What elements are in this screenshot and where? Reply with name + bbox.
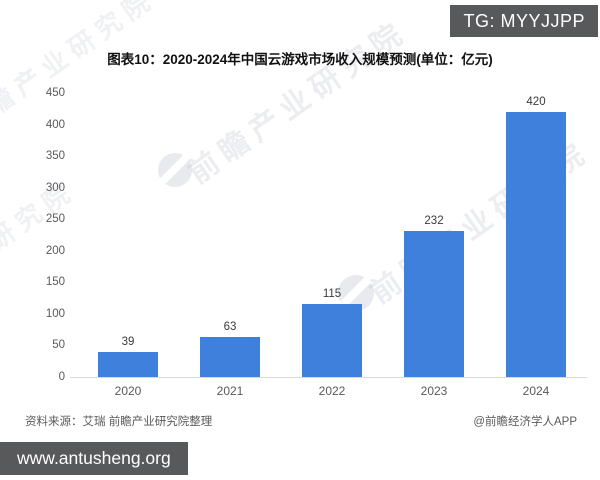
- bar-value-label: 115: [322, 288, 342, 300]
- x-tick-label: 2021: [216, 384, 244, 398]
- y-tick-label: 0: [58, 371, 65, 383]
- bar-slot: 420: [485, 96, 587, 377]
- y-tick-label: 100: [45, 307, 65, 320]
- bar-2024: [506, 112, 566, 377]
- y-tick-label: 300: [45, 181, 65, 194]
- x-tick-label: 2023: [420, 384, 448, 398]
- bar-2020: [98, 352, 158, 377]
- x-axis-labels: 2020 2021 2022 2023 2024: [77, 384, 587, 398]
- bar-value-label: 420: [526, 96, 546, 108]
- bar-value-label: 39: [121, 336, 135, 348]
- bar-value-label: 232: [424, 215, 444, 227]
- y-tick-label: 450: [45, 87, 65, 99]
- y-tick-label: 200: [45, 244, 65, 257]
- bar-2022: [302, 304, 362, 377]
- bar-value-label: 63: [223, 321, 237, 333]
- bar-slot: 39: [77, 336, 179, 377]
- telegram-badge-label: TG: MYYJJPP: [463, 10, 585, 31]
- y-tick-label: 150: [45, 276, 65, 289]
- page-title: 图表10：2020-2024年中国云游戏市场收入规模预测(单位：亿元): [107, 52, 493, 67]
- bar-slot: 232: [383, 215, 485, 377]
- x-tick-label: 2024: [522, 384, 550, 398]
- bar-slot: 115: [281, 288, 383, 377]
- x-tick-label: 2020: [114, 384, 142, 398]
- y-tick-label: 350: [45, 150, 65, 163]
- y-tick-label: 250: [45, 213, 65, 226]
- y-axis: 0 50 100 150 200 250 300 350 400 450: [28, 86, 65, 386]
- x-tick-label: 2022: [318, 384, 346, 398]
- website-badge-label: www.antusheng.org: [17, 448, 171, 468]
- bar-2021: [200, 337, 260, 377]
- y-tick-label: 50: [52, 339, 65, 352]
- credit-note: @前瞻经济学人APP: [473, 416, 577, 428]
- telegram-badge: TG: MYYJJPP: [450, 5, 598, 37]
- bar-slot: 63: [179, 321, 281, 377]
- plot-area: 39 63 115 232 420: [77, 92, 587, 377]
- source-note: 资料来源：艾瑞 前瞻产业研究院整理: [25, 416, 213, 428]
- x-axis-line: [70, 377, 587, 378]
- bar-2023: [404, 231, 464, 377]
- website-badge: www.antusheng.org: [0, 442, 188, 475]
- y-tick-label: 400: [45, 118, 65, 131]
